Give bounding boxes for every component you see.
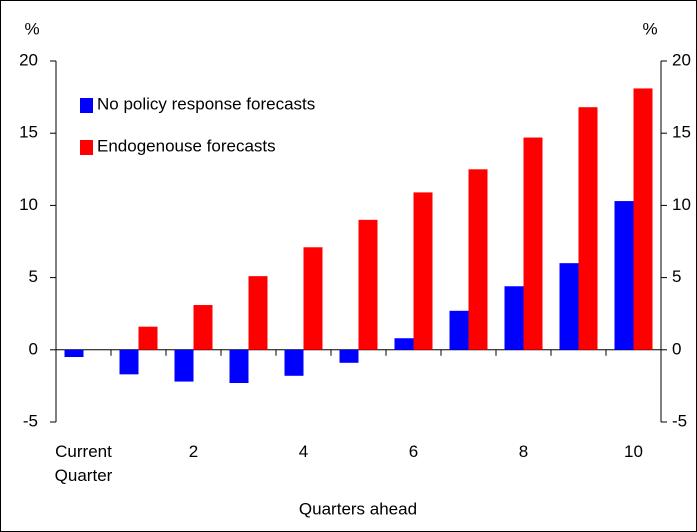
- bar: [559, 263, 579, 350]
- bar: [468, 169, 488, 350]
- y2-tick-label: 10: [672, 195, 691, 214]
- bar: [193, 305, 213, 350]
- legend-label: No policy response forecasts: [97, 94, 315, 113]
- bar: [248, 276, 268, 350]
- bar: [229, 349, 249, 384]
- bar: [614, 201, 634, 350]
- x-tick-label: Current Quarter: [54, 442, 113, 485]
- bar: [413, 192, 433, 350]
- bar: [523, 137, 543, 350]
- y2-tick-label: 15: [672, 123, 691, 142]
- bar: [284, 349, 304, 376]
- y-tick-label: 10: [19, 195, 38, 214]
- y2-tick-label: -5: [672, 411, 687, 430]
- y-tick-label: -5: [23, 411, 38, 430]
- y-tick-label: 20: [19, 50, 38, 69]
- x-tick-label: 10: [624, 442, 643, 461]
- y-tick-label: 15: [19, 123, 38, 142]
- bar: [504, 286, 524, 350]
- x-tick-label: 2: [188, 442, 199, 461]
- y2-tick-label: 20: [672, 50, 691, 69]
- bar: [449, 310, 469, 350]
- bar: [174, 349, 194, 382]
- bar: [358, 219, 378, 350]
- y2-tick-label: 0: [672, 339, 681, 358]
- bar: [303, 247, 323, 350]
- legend-label: Endogenouse forecasts: [97, 136, 276, 155]
- bar: [64, 349, 84, 358]
- bar: [394, 338, 414, 350]
- x-axis-label: Quarters ahead: [299, 499, 417, 518]
- bar: [578, 107, 598, 350]
- bar: [633, 88, 653, 350]
- y2-axis-label: %: [642, 19, 657, 38]
- bar: [339, 349, 359, 363]
- x-tick-label: 4: [298, 442, 309, 461]
- bar: [138, 326, 158, 350]
- x-tick-label: 6: [408, 442, 419, 461]
- legend-swatch: [80, 98, 93, 113]
- bar: [119, 349, 139, 375]
- y2-tick-label: 5: [672, 267, 681, 286]
- legend-swatch: [80, 140, 93, 155]
- x-tick-label: 8: [518, 442, 529, 461]
- y-tick-label: 0: [29, 339, 38, 358]
- y-axis-label: %: [24, 19, 39, 38]
- y-tick-label: 5: [29, 267, 38, 286]
